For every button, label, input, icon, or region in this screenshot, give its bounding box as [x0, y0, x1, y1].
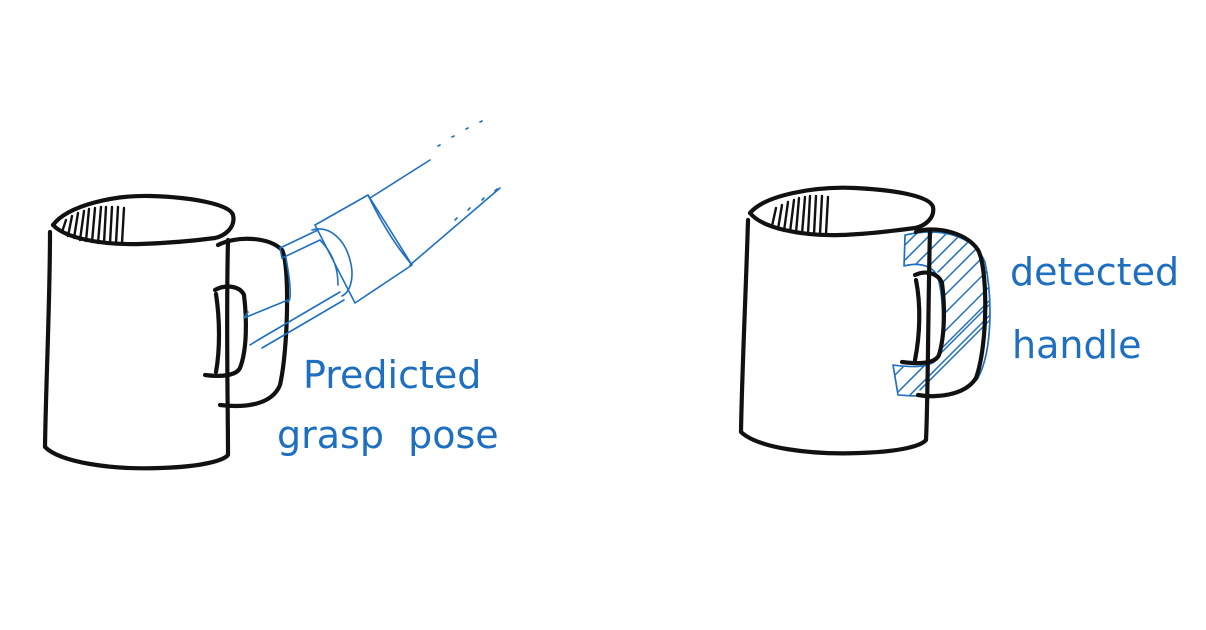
- predicted-label: Predicted: [303, 353, 481, 397]
- left-mug-inner-shading: [60, 205, 126, 245]
- right-mug-inner-shading: [770, 194, 830, 236]
- handle-label: handle: [1012, 323, 1142, 367]
- right-mug-rim: [747, 185, 936, 231]
- right-mug-body: [738, 217, 933, 456]
- right-mug: [738, 185, 991, 456]
- right-mug-handle: [913, 227, 988, 399]
- gripper-sketch: [243, 120, 501, 349]
- detected-handle-region: [893, 232, 991, 397]
- left-mug-rim: [50, 193, 236, 241]
- right-annotation: detected handle: [1010, 250, 1179, 367]
- left-mug-handle: [215, 236, 290, 409]
- left-annotation: Predicted grasp pose: [277, 353, 499, 457]
- detected-label: detected: [1010, 250, 1179, 294]
- left-mug-body: [42, 229, 231, 471]
- left-mug: [42, 193, 290, 471]
- grasp-pose-label: grasp pose: [277, 413, 499, 457]
